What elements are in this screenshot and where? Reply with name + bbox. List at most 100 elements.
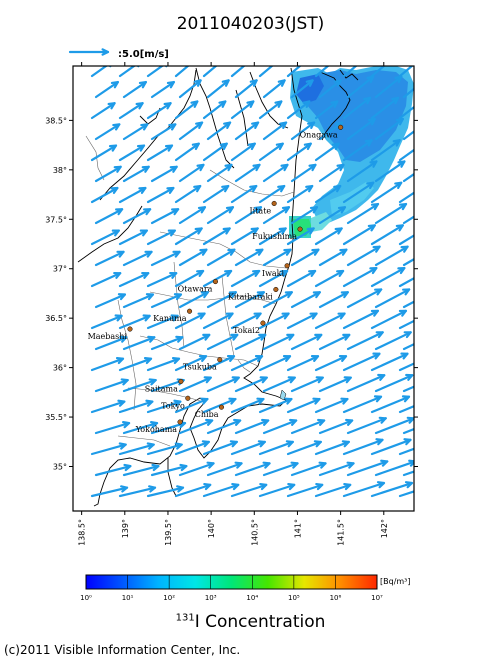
wind-vector bbox=[342, 139, 373, 162]
wind-vector bbox=[374, 75, 403, 99]
wind-vector bbox=[258, 440, 294, 456]
wind-vector bbox=[314, 184, 342, 204]
wind-vector bbox=[178, 461, 215, 477]
wind-vector bbox=[94, 123, 121, 141]
wind-vector bbox=[118, 271, 150, 288]
wind-vector bbox=[94, 378, 129, 393]
lon-tick-label: 138.5° bbox=[78, 519, 87, 546]
wind-vector bbox=[398, 234, 414, 246]
colorbar-title: 131I Concentration bbox=[0, 612, 501, 632]
wind-vector bbox=[146, 399, 182, 414]
wind-vector bbox=[174, 142, 200, 162]
wind-vector bbox=[258, 269, 289, 288]
wind-vector bbox=[402, 87, 414, 99]
wind-vector bbox=[314, 66, 330, 78]
wind-vector bbox=[150, 293, 183, 309]
wind-vector bbox=[146, 442, 183, 456]
wind-vector bbox=[202, 227, 231, 246]
wind-vector bbox=[342, 352, 381, 372]
wind-vector bbox=[90, 271, 122, 288]
wind-vector bbox=[122, 80, 147, 99]
city-label: Kitaibaraki bbox=[228, 292, 273, 301]
wind-vector bbox=[314, 355, 348, 372]
wind-vector bbox=[286, 269, 317, 288]
wind-vector bbox=[370, 481, 414, 498]
wind-vector bbox=[398, 362, 414, 372]
wind-vector bbox=[398, 490, 414, 498]
wind-vector bbox=[174, 312, 206, 330]
wind-vector bbox=[146, 186, 175, 204]
wind-vector bbox=[286, 482, 324, 498]
wind-vector bbox=[402, 342, 414, 351]
wind-vector bbox=[346, 202, 380, 225]
wind-vector bbox=[174, 482, 212, 498]
wind-vector bbox=[342, 395, 383, 414]
wind-vector bbox=[178, 333, 211, 351]
wind-vector bbox=[314, 142, 340, 162]
wind-vector bbox=[118, 357, 153, 372]
city-label: Tokyo bbox=[161, 401, 185, 410]
wind-vector bbox=[374, 373, 414, 393]
wind-vector bbox=[234, 333, 267, 351]
wind-vector bbox=[206, 248, 236, 267]
wind-vector bbox=[174, 397, 209, 414]
lon-tick-label: 142° bbox=[380, 519, 389, 538]
wind-vector bbox=[262, 121, 288, 141]
lon-tick-label: 141° bbox=[293, 519, 302, 538]
wind-vector bbox=[230, 355, 264, 372]
wind-vector bbox=[94, 80, 119, 99]
wind-vector bbox=[290, 291, 321, 309]
longitude-axis: 138.5° 139° 139.5° 140° 140.5° 141° 141.5° 142° bbox=[78, 62, 389, 546]
wind-vector bbox=[258, 66, 274, 78]
wind-vector bbox=[230, 100, 255, 120]
wind-vector bbox=[90, 485, 129, 498]
wind-vector bbox=[90, 102, 116, 120]
wind-vector bbox=[314, 482, 352, 498]
wind-vector bbox=[174, 66, 190, 78]
wind-vector bbox=[178, 79, 202, 99]
wind-vector bbox=[398, 105, 414, 120]
wind-vector bbox=[94, 208, 124, 225]
wind-vector bbox=[318, 376, 352, 393]
wind-vector bbox=[262, 248, 292, 267]
wind-vector bbox=[206, 163, 233, 183]
wind-vector bbox=[122, 421, 159, 435]
wind-vector bbox=[318, 333, 351, 351]
wind-vector bbox=[90, 186, 119, 204]
wind-vector bbox=[346, 459, 389, 477]
wind-vector bbox=[262, 79, 286, 99]
wind-vector bbox=[202, 269, 233, 288]
wind-vector bbox=[202, 482, 240, 498]
wind-vector bbox=[202, 184, 230, 204]
wind-vector bbox=[230, 482, 268, 498]
latitude-axis: 35° 35.5° 36° 36.5° 37° 37.5° 38° 38.5° bbox=[45, 116, 418, 472]
wind-vector bbox=[234, 376, 268, 393]
wind-vector bbox=[174, 440, 210, 456]
wind-vector bbox=[258, 397, 293, 414]
wind-vector bbox=[174, 269, 205, 288]
wind-vector bbox=[150, 463, 188, 477]
colorbar-tick-label: 10² bbox=[163, 594, 175, 602]
wind-vector bbox=[318, 291, 349, 309]
wind-vector bbox=[94, 335, 128, 351]
wind-vector bbox=[94, 165, 122, 183]
wind-vector bbox=[234, 461, 271, 477]
wind-vector bbox=[318, 248, 348, 267]
colorbar-tick-label: 10⁶ bbox=[330, 594, 342, 602]
wind-vector bbox=[286, 142, 312, 162]
wind-vector bbox=[94, 463, 132, 477]
colorbar-unit: [Bq/m³] bbox=[380, 577, 411, 586]
wind-vector bbox=[370, 181, 403, 204]
wind-vector bbox=[230, 269, 261, 288]
wind-vector bbox=[174, 184, 202, 204]
wind-vector bbox=[286, 100, 311, 120]
city-label: Tokai2 bbox=[233, 326, 260, 335]
wind-vector bbox=[402, 300, 414, 309]
wind-vector bbox=[290, 376, 324, 393]
wind-vector bbox=[122, 123, 149, 141]
wind-vector bbox=[206, 79, 230, 99]
wind-vector bbox=[346, 373, 386, 393]
wind-vector bbox=[318, 461, 355, 477]
wind-vector bbox=[178, 121, 204, 141]
wind-vector bbox=[402, 215, 414, 225]
